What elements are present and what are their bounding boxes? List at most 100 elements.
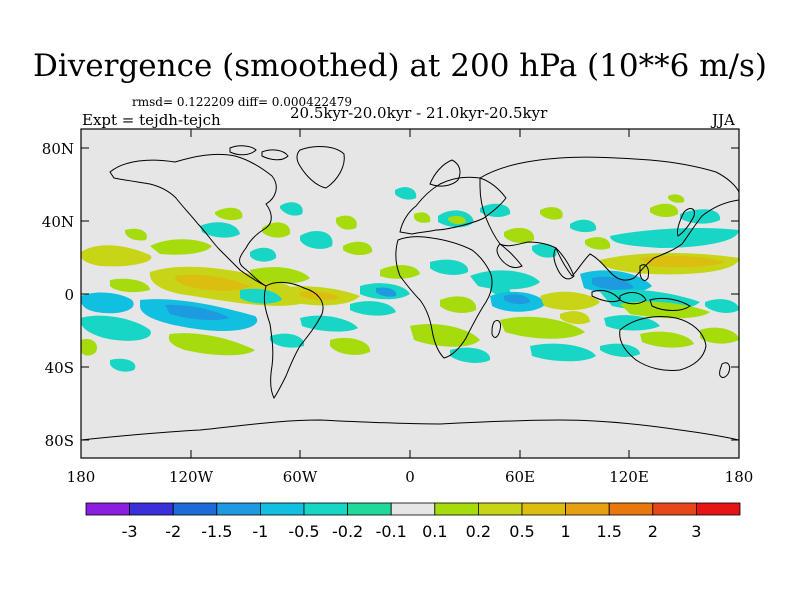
- colorbar-label: 1.5: [596, 522, 622, 541]
- field-blob: [448, 215, 466, 225]
- colorbar-swatch: [85, 502, 130, 516]
- field-blob: [240, 288, 282, 304]
- colorbar-label: -0.1: [375, 522, 407, 541]
- colorbar-swatch: [521, 502, 566, 516]
- lat-label-80n: 80N: [41, 140, 74, 158]
- field-blob: [200, 222, 240, 238]
- field-blob: [705, 299, 739, 313]
- field-blob: [81, 245, 152, 267]
- axis-ticks: [80, 129, 740, 458]
- field-blob: [300, 315, 358, 332]
- field-blob: [430, 259, 469, 275]
- field-blob: [592, 276, 634, 291]
- field-blob: [376, 287, 397, 297]
- colorbar-swatch: [129, 502, 174, 516]
- field-blob: [640, 331, 694, 348]
- colorbar-swatch: [303, 502, 348, 516]
- field-blob: [585, 237, 611, 250]
- field-blob: [414, 212, 431, 223]
- field-blob: [480, 203, 511, 218]
- coastlines: [81, 145, 739, 441]
- field-blob: [395, 187, 417, 200]
- field-blob: [81, 292, 134, 314]
- field-blob: [300, 231, 333, 249]
- coastline-north-america: [109, 153, 277, 287]
- field-blob: [700, 327, 739, 344]
- coastline-scandinavia: [429, 159, 461, 187]
- field-blob: [168, 333, 255, 356]
- lat-label-40n: 40N: [41, 213, 74, 231]
- lon-label-120e: 120E: [609, 468, 649, 486]
- coastline-arctic-islands: [229, 145, 289, 161]
- lon-label-180e: 180: [724, 468, 754, 486]
- colorbar-swatch: [652, 502, 697, 516]
- field-blob: [330, 337, 371, 355]
- field-blob: [380, 265, 420, 279]
- field-blob: [540, 291, 600, 311]
- lon-label-0: 0: [405, 468, 415, 486]
- field-blob: [350, 301, 396, 316]
- field-blob: [680, 209, 721, 224]
- stats-text: rmsd= 0.122209 diff= 0.000422479: [132, 95, 352, 109]
- field-blob: [270, 333, 305, 348]
- field-blob: [650, 203, 679, 218]
- lat-label-80s: 80S: [44, 432, 74, 450]
- lat-label-40s: 40S: [44, 359, 74, 377]
- field-blob: [165, 304, 230, 321]
- coastline-asia: [479, 156, 739, 281]
- field-blob: [570, 219, 597, 233]
- colorbar-label: -0.5: [288, 522, 320, 541]
- field-blob: [410, 323, 480, 347]
- coastline-india: [553, 247, 575, 280]
- colorbar-swatch: [216, 502, 261, 516]
- field-blob: [81, 315, 151, 341]
- field-blob: [250, 247, 277, 262]
- experiment-text: Expt = tejdh-tejch: [82, 111, 221, 129]
- coastline-japan: [677, 208, 695, 237]
- field-blob: [668, 194, 685, 203]
- field-blob: [150, 239, 212, 255]
- colorbar-label: -1.5: [201, 522, 233, 541]
- colorbar-swatch: [608, 502, 654, 516]
- field-blob: [530, 343, 596, 362]
- colorbar-swatch: [347, 502, 392, 516]
- coastline-south-america: [263, 281, 324, 399]
- lon-label-60e: 60E: [504, 468, 536, 486]
- coastline-new-zealand: [719, 362, 731, 378]
- period-text: 20.5kyr-20.0kyr - 21.0kyr-20.5kyr: [290, 104, 548, 122]
- field-blob: [532, 243, 557, 258]
- coastline-australia: [619, 316, 707, 371]
- coastline-philippines: [639, 264, 649, 281]
- coastline-madagascar: [491, 319, 501, 338]
- coastline-arabia: [496, 243, 523, 269]
- field-blob: [610, 228, 739, 248]
- lon-label-180w: 180: [66, 468, 96, 486]
- field-blob: [81, 338, 98, 356]
- colorbar-label: -0.2: [331, 522, 364, 541]
- coastline-africa: [395, 236, 493, 359]
- field-blob: [504, 294, 530, 305]
- colorbar-label: 1: [560, 522, 571, 541]
- field-blob: [343, 241, 373, 256]
- field-blob: [215, 207, 243, 221]
- season-text: JJA: [712, 111, 735, 129]
- colorbar-swatch: [565, 502, 610, 516]
- colorbar-label: 2: [647, 522, 658, 541]
- field-blob: [560, 311, 590, 325]
- field-blob: [174, 274, 250, 291]
- colorbar-label: -1: [252, 522, 269, 541]
- colorbar-swatch: [259, 502, 305, 516]
- colorbar-label: 0.1: [422, 522, 448, 541]
- colorbar-label: 3: [691, 522, 702, 541]
- colorbar-label: -3: [121, 522, 138, 541]
- coastline-europe: [399, 176, 507, 235]
- field-blob: [640, 255, 725, 268]
- colorbar: [85, 502, 741, 516]
- lon-label-120w: 120W: [168, 468, 214, 486]
- field-blob: [504, 227, 535, 243]
- field-blob: [250, 267, 310, 284]
- colorbar-swatch: [390, 502, 436, 516]
- coastline-greenland: [296, 146, 345, 189]
- colorbar-label: 0.5: [509, 522, 535, 541]
